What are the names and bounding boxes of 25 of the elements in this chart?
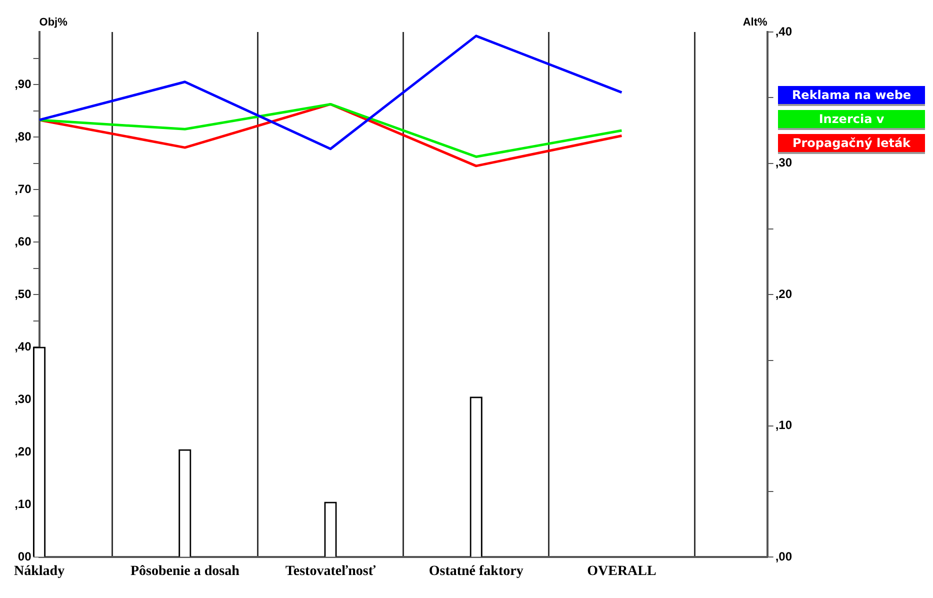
y-tick-label: ,90: [14, 76, 32, 91]
y-axis-title: Obj%: [39, 16, 68, 29]
y-tick-label: ,20: [14, 444, 32, 458]
text: Propagačný leták: [778, 134, 925, 154]
text: Reklama na webe: [778, 86, 925, 106]
x-tick-label: Ostatné faktory: [428, 564, 524, 580]
text: Inzercia v: [778, 110, 925, 130]
y-tick-label: ,60: [14, 234, 32, 248]
x-tick-label: OVERALL: [587, 564, 656, 580]
x-tick-label: Pôsobenie a dosah: [130, 564, 240, 580]
y-tick-label: ,80: [14, 129, 32, 144]
x-tick-label: Testovateľnosť: [285, 564, 376, 580]
y2-axis-title: Alt%: [742, 16, 768, 29]
y2-tick-label: ,20: [775, 286, 792, 301]
y2-tick-label: ,30: [775, 156, 792, 170]
y-tick-label: ,50: [14, 286, 32, 301]
y-tick-label: ,40: [14, 339, 32, 354]
y-tick-label: ,30: [14, 392, 32, 406]
y2-tick-label: ,40: [775, 24, 792, 38]
y2-tick-label: ,10: [775, 418, 792, 432]
y-tick-label: ,70: [14, 182, 32, 196]
y-tick-label: ,10: [14, 496, 32, 511]
x-tick-label: Náklady: [14, 564, 65, 580]
y2-tick-label: ,00: [775, 550, 792, 564]
y-tick-label: 00: [18, 550, 32, 564]
